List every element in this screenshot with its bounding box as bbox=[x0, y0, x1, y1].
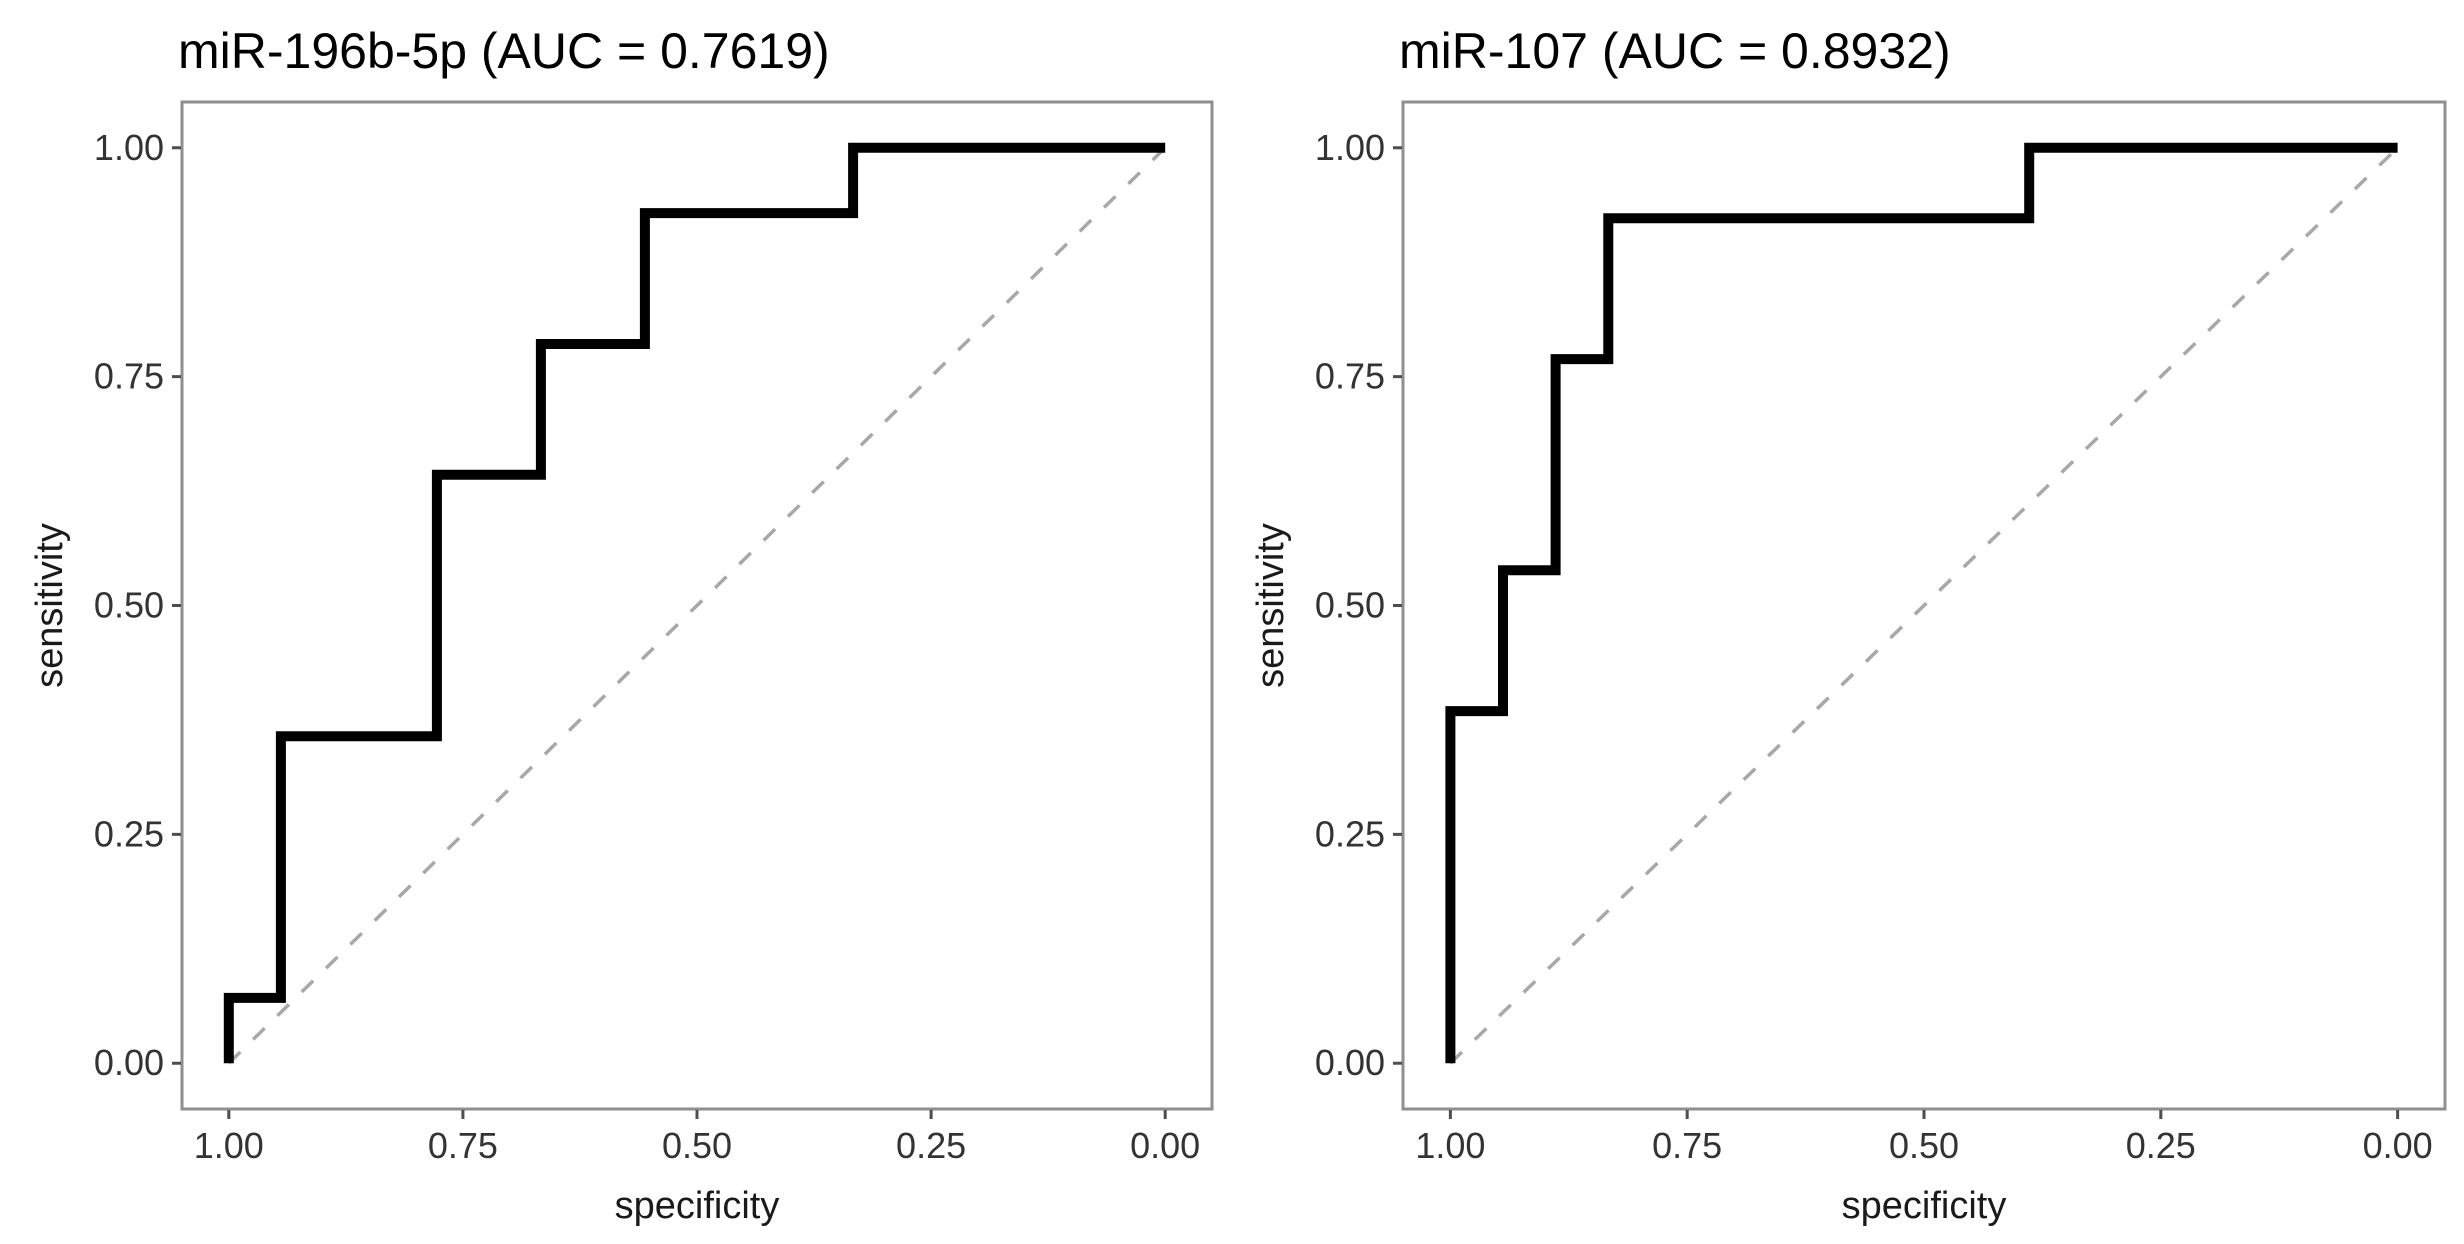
y-tick-label: 0.50 bbox=[1315, 585, 1385, 626]
y-tick-label: 0.00 bbox=[94, 1042, 164, 1083]
x-tick-label: 1.00 bbox=[194, 1125, 264, 1166]
y-tick-label: 1.00 bbox=[1315, 127, 1385, 168]
y-tick-label: 0.25 bbox=[94, 813, 164, 854]
roc-plot-mir-196b-5p: 1.00 0.75 0.50 0.25 0.00 0.000.250.500.751.0… bbox=[29, 23, 1214, 1227]
y-axis-title: sensitivity bbox=[1250, 523, 1292, 688]
diagonal-reference-line bbox=[227, 146, 1167, 1065]
x-tick-label: 0.50 bbox=[1889, 1125, 1959, 1166]
x-tick-label: 0.25 bbox=[2126, 1125, 2196, 1166]
plot-title: miR-196b-5p (AUC = 0.7619) bbox=[178, 23, 830, 79]
diagonal-reference-line bbox=[1449, 146, 2399, 1065]
x-tick-label: 0.25 bbox=[896, 1125, 966, 1166]
x-tick-label: 0.00 bbox=[2363, 1125, 2433, 1166]
x-tick-label: 1.00 bbox=[1415, 1125, 1485, 1166]
plot-title: miR-107 (AUC = 0.8932) bbox=[1399, 23, 1951, 79]
panel-border bbox=[180, 100, 1214, 1111]
y-tick-label: 0.00 bbox=[1315, 1042, 1385, 1083]
y-tick-label: 0.75 bbox=[1315, 356, 1385, 397]
x-axis-ticks: 1.00 0.75 0.50 0.25 0.00 bbox=[194, 1110, 1200, 1166]
x-axis-ticks: 1.00 0.75 0.50 0.25 0.00 bbox=[1415, 1110, 2433, 1166]
y-tick-label: 0.75 bbox=[94, 356, 164, 397]
panel-border bbox=[1401, 100, 2447, 1111]
x-tick-label: 0.50 bbox=[662, 1125, 732, 1166]
y-tick-label: 0.50 bbox=[94, 585, 164, 626]
y-axis-ticks: 0.00 0.25 0.50 0.75 1.00 bbox=[94, 127, 181, 1083]
roc-curve bbox=[1445, 142, 2398, 1064]
x-tick-label: 0.00 bbox=[1130, 1125, 1200, 1166]
x-axis-title: specificity bbox=[1842, 1185, 2007, 1227]
y-tick-label: 0.25 bbox=[1315, 813, 1385, 854]
roc-plot-mir-107: 1.00 0.75 0.50 0.25 0.00 0.000.250.500.751.0… bbox=[1250, 23, 2447, 1227]
roc-curve bbox=[223, 142, 1166, 1064]
y-tick-label: 1.00 bbox=[94, 127, 164, 168]
x-tick-label: 0.75 bbox=[1652, 1125, 1722, 1166]
y-axis-ticks: 0.00 0.25 0.50 0.75 1.00 bbox=[1315, 127, 1402, 1083]
x-axis-title: specificity bbox=[615, 1185, 780, 1227]
x-tick-label: 0.75 bbox=[428, 1125, 498, 1166]
y-axis-title: sensitivity bbox=[29, 523, 71, 688]
